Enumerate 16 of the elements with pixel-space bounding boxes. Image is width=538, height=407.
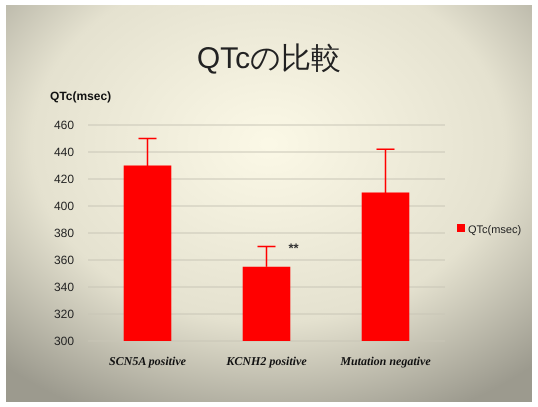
legend-label: QTc(msec) xyxy=(468,224,522,236)
x-tick-label: SCN5A positive xyxy=(108,354,187,368)
x-tick-label: Mutation negative xyxy=(339,354,432,368)
x-tick-label: KCNH2 positive xyxy=(225,354,308,368)
y-tick-label: 320 xyxy=(54,307,74,321)
y-tick-label: 400 xyxy=(54,199,74,213)
annotation: ** xyxy=(288,240,300,256)
y-tick-label: 380 xyxy=(54,226,74,240)
y-axis-title: QTc(msec) xyxy=(50,89,112,103)
y-tick-label: 340 xyxy=(54,280,74,294)
y-tick-label: 440 xyxy=(54,145,74,159)
y-tick-label: 420 xyxy=(54,172,74,186)
y-tick-label: 360 xyxy=(54,253,74,267)
y-tick-label: 300 xyxy=(54,334,74,348)
chart-title: QTcの比較 xyxy=(196,42,342,75)
y-tick-label: 460 xyxy=(54,118,74,132)
